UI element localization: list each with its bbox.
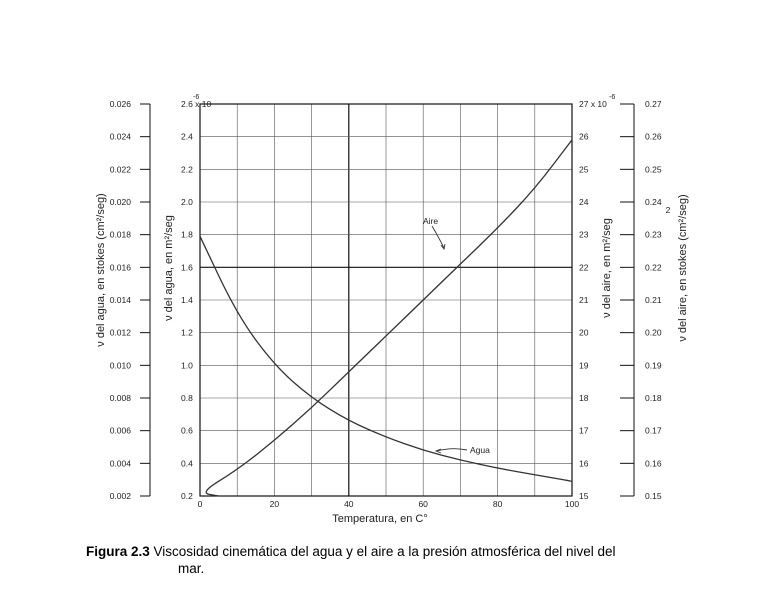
tick-label-water_m2: 2.0 — [181, 197, 193, 207]
tick-label-water_m2: 2.4 — [181, 132, 193, 142]
tick-label-air_m2: 26 — [579, 132, 589, 142]
tick-label-water_m2: 0.4 — [181, 458, 193, 468]
tick-label-water_m2: 1.8 — [181, 230, 193, 240]
series-line-aire — [205, 139, 573, 497]
tick-label-air_m2: 25 — [579, 164, 589, 174]
tick-label-air_m2: 22 — [579, 262, 589, 272]
tick-label-water_stokes: 0.008 — [110, 393, 132, 403]
tick-label-water_m2: 1.4 — [181, 295, 193, 305]
series-label-agua: Agua — [470, 445, 490, 455]
y-axis-label-water-m2: ν del agua, en m²/seg — [163, 215, 175, 321]
tick-label-water_m2: 0.8 — [181, 393, 193, 403]
tick-label-air_stokes: 0.19 — [645, 360, 662, 370]
tick-label-water_stokes: 0.012 — [110, 328, 132, 338]
tick-label-water_stokes: 0.022 — [110, 164, 132, 174]
series-line-agua — [199, 236, 573, 482]
y-axis-label-air-stokes-exponent: 2 — [666, 205, 671, 215]
tick-label-water_stokes: 0.006 — [110, 426, 132, 436]
tick-label-air_m2: 23 — [579, 230, 589, 240]
tick-label-x: 100 — [565, 499, 579, 509]
tick-label-x: 60 — [418, 499, 428, 509]
tick-label-air_stokes: 0.26 — [645, 132, 662, 142]
tick-label-water_m2: 2.6 x 10 — [181, 99, 212, 109]
tick-label-water_m2: 0.6 — [181, 426, 193, 436]
tick-label-water_m2: 1.0 — [181, 360, 193, 370]
tick-label-air_stokes: 0.20 — [645, 328, 662, 338]
tick-label-water_stokes: 0.026 — [110, 99, 132, 109]
tick-label-water_stokes: 0.016 — [110, 262, 132, 272]
tick-label-water_m2: 1.6 — [181, 262, 193, 272]
tick-label-air_stokes: 0.21 — [645, 295, 662, 305]
air-m2-exponent: -6 — [609, 94, 615, 101]
series-lines: Agua Aire — [199, 139, 573, 497]
tick-label-x: 20 — [270, 499, 280, 509]
leader-aire — [431, 225, 445, 249]
caption-text: Viscosidad cinemática del agua y el aire… — [149, 544, 616, 559]
y-axis-label-water-stokes: ν del agua, en stokes (cm²/seg) — [95, 193, 107, 346]
tick-labels: 0.026 0.024 0.022 0.020 0.018 0.016 0.014 0.012… — [110, 99, 662, 509]
tick-label-air_m2: 21 — [579, 295, 589, 305]
tick-label-air_stokes: 0.25 — [645, 164, 662, 174]
tick-label-air_stokes: 0.22 — [645, 262, 662, 272]
tick-label-x: 0 — [198, 499, 203, 509]
tick-label-air_stokes: 0.16 — [645, 458, 662, 468]
viscosity-chart: 0.026 0.024 0.022 0.020 0.018 0.016 0.014 0.012… — [95, 94, 689, 525]
tick-label-air_m2: 15 — [579, 491, 589, 501]
tick-label-water_stokes: 0.018 — [110, 230, 132, 240]
caption-continuation: mar. — [178, 561, 205, 576]
water-m2-exponent: -6 — [193, 94, 199, 101]
series-label-aire: Aire — [423, 216, 438, 226]
tick-label-air_m2: 27 x 10 — [579, 99, 607, 109]
y-axis-label-air-m2: ν del aire, en m²/seg — [601, 218, 613, 318]
tick-label-air_m2: 19 — [579, 360, 589, 370]
tick-label-water_stokes: 0.014 — [110, 295, 132, 305]
y-axis-label-air-stokes: ν del aire, en stokes (cm²/seg) — [677, 194, 689, 341]
tick-label-x: 40 — [344, 499, 354, 509]
tick-label-water_stokes: 0.004 — [110, 458, 132, 468]
tick-label-x: 80 — [493, 499, 503, 509]
tick-label-air_m2: 18 — [579, 393, 589, 403]
tick-label-water_stokes: 0.020 — [110, 197, 132, 207]
tick-label-air_stokes: 0.15 — [645, 491, 662, 501]
tick-label-water_stokes: 0.010 — [110, 360, 132, 370]
figure-label: Figura 2.3 — [86, 544, 150, 559]
tick-label-water_stokes: 0.024 — [110, 132, 132, 142]
figure-caption: Figura 2.3 Viscosidad cinemática del agu… — [86, 543, 686, 577]
tick-label-air_stokes: 0.23 — [645, 230, 662, 240]
axes — [140, 103, 635, 497]
plot-frame — [199, 103, 573, 497]
x-axis-label: Temperatura, en C° — [332, 513, 428, 525]
tick-label-air_stokes: 0.24 — [645, 197, 662, 207]
tick-label-air_m2: 20 — [579, 328, 589, 338]
arrowhead-aire — [440, 243, 446, 251]
tick-label-air_stokes: 0.27 — [645, 99, 662, 109]
tick-label-air_stokes: 0.17 — [645, 426, 662, 436]
tick-label-air_stokes: 0.18 — [645, 393, 662, 403]
tick-label-water_m2: 2.2 — [181, 164, 193, 174]
tick-label-air_m2: 16 — [579, 458, 589, 468]
tick-label-water_stokes: 0.002 — [110, 491, 132, 501]
tick-label-water_m2: 0.2 — [181, 491, 193, 501]
tick-label-air_m2: 24 — [579, 197, 589, 207]
tick-label-air_m2: 17 — [579, 426, 589, 436]
leader-agua — [436, 448, 468, 452]
tick-label-water_m2: 1.2 — [181, 328, 193, 338]
arrowhead-agua — [434, 448, 442, 454]
